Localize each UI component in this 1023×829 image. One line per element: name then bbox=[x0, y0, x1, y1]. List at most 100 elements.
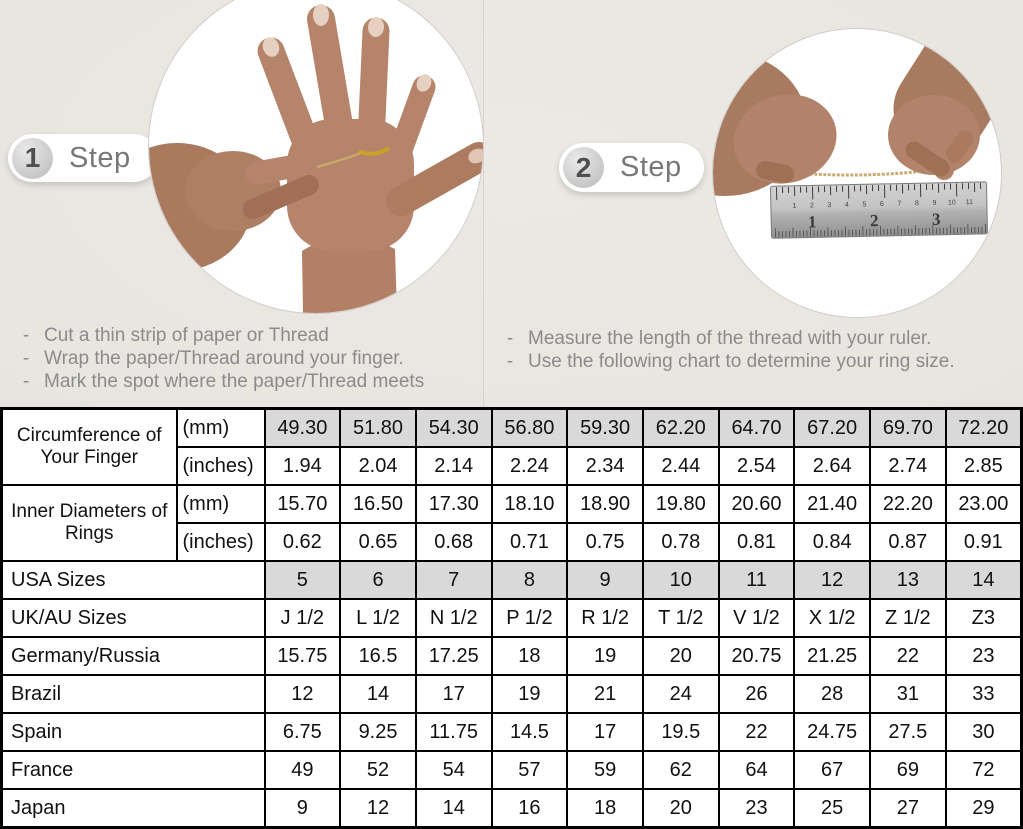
step1-label: Step bbox=[69, 141, 131, 174]
size-value-cell: 9 bbox=[263, 788, 342, 829]
ruler-ticks: 1 2 3 4 5 6 7 8 9 10 11 bbox=[774, 182, 986, 238]
size-value-cell: 14 bbox=[944, 560, 1023, 600]
size-value-cell: 62 bbox=[641, 750, 720, 790]
table-row: Brazil 12 14 17 19 21 24 26 28 31 33 bbox=[0, 674, 1023, 714]
table-row: Circumference of Your Finger (mm) 49.30 51.… bbox=[0, 407, 1023, 486]
row-unit-label: (mm) bbox=[175, 407, 266, 448]
size-value-cell: 2.54 bbox=[717, 446, 796, 486]
size-value-cell: 18.90 bbox=[566, 484, 644, 524]
row-label: France bbox=[0, 750, 266, 790]
size-value-cell: 27 bbox=[869, 788, 947, 829]
ruler-minor-number: 1 bbox=[792, 203, 796, 210]
size-value-cell: 15.75 bbox=[263, 636, 342, 676]
size-value-cell: 59.30 bbox=[566, 407, 644, 448]
size-value-cell: 67 bbox=[793, 750, 871, 790]
size-value-cell: 11.75 bbox=[414, 712, 493, 752]
size-value-cell: 64 bbox=[717, 750, 796, 790]
ruler-minor-number: 6 bbox=[880, 201, 884, 208]
row-label: UK/AU Sizes bbox=[0, 598, 266, 638]
size-value-cell: 23.00 bbox=[944, 484, 1023, 524]
size-value-cell: Z 1/2 bbox=[869, 598, 947, 638]
size-value-cell: J 1/2 bbox=[263, 598, 342, 638]
size-value-cell: 12 bbox=[793, 560, 871, 600]
size-value-cell: 12 bbox=[339, 788, 417, 829]
step1-number: 1 bbox=[12, 137, 53, 179]
step2-number: 2 bbox=[563, 147, 604, 188]
row-label: USA Sizes bbox=[0, 560, 266, 600]
ruler-minor-number: 2 bbox=[810, 202, 814, 209]
size-value-cell: 2.74 bbox=[869, 446, 947, 486]
size-value-cell: 0.81 bbox=[717, 522, 796, 562]
instruction-line: - Wrap the paper/Thread around your fing… bbox=[20, 347, 424, 370]
ruler-minor-number: 3 bbox=[827, 202, 831, 209]
size-value-cell: 14 bbox=[414, 788, 493, 829]
step1-instructions: - Cut a thin strip of paper or Thread - … bbox=[20, 324, 424, 393]
size-value-cell: 0.68 bbox=[414, 522, 493, 562]
size-value-cell: 62.20 bbox=[641, 407, 720, 448]
size-value-cell: L 1/2 bbox=[339, 598, 417, 638]
size-value-cell: 21 bbox=[566, 674, 644, 714]
row-label: Germany/Russia bbox=[0, 636, 266, 676]
table-row: Spain 6.75 9.25 11.75 14.5 17 19.5 22 24.75 27.5 3… bbox=[0, 712, 1023, 752]
size-value-cell: 2.64 bbox=[793, 446, 871, 486]
size-value-cell: 1.94 bbox=[263, 446, 342, 486]
step2-instructions: - Measure the length of the thread with … bbox=[504, 327, 955, 373]
size-value-cell: 22 bbox=[717, 712, 796, 752]
ruler-minor-number: 10 bbox=[948, 199, 956, 206]
table-row: Inner Diameters of Rings (mm) 15.70 16.50 17… bbox=[0, 484, 1023, 562]
instruction-text: Use the following chart to determine you… bbox=[528, 351, 955, 372]
size-value-cell: 23 bbox=[944, 636, 1023, 676]
size-value-cell: 19 bbox=[490, 674, 569, 714]
size-value-cell: 72.20 bbox=[944, 407, 1023, 448]
size-value-cell: 29 bbox=[944, 788, 1023, 829]
size-value-cell: X 1/2 bbox=[793, 598, 871, 638]
table-row: France 49 52 54 57 59 62 64 67 69 72 bbox=[0, 750, 1023, 790]
size-value-cell: 11 bbox=[717, 560, 796, 600]
size-value-cell: 14 bbox=[339, 674, 417, 714]
size-value-cell: V 1/2 bbox=[717, 598, 796, 638]
size-value-cell: 20 bbox=[641, 636, 720, 676]
size-value-cell: 57 bbox=[490, 750, 569, 790]
ruler-minor-number: 5 bbox=[862, 201, 866, 208]
size-value-cell: 54 bbox=[414, 750, 493, 790]
size-value-cell: 23 bbox=[717, 788, 796, 829]
size-value-cell: 19.5 bbox=[641, 712, 720, 752]
instruction-text: Wrap the paper/Thread around your finger… bbox=[44, 348, 404, 369]
size-value-cell: 49.30 bbox=[263, 407, 342, 448]
bullet-dash: - bbox=[22, 371, 30, 392]
size-value-cell: 6 bbox=[339, 560, 417, 600]
size-value-cell: 22 bbox=[869, 636, 947, 676]
size-value-cell: 9.25 bbox=[339, 712, 417, 752]
hand-illustration bbox=[149, 4, 483, 313]
size-value-cell: 18 bbox=[566, 788, 644, 829]
size-value-cell: 10 bbox=[641, 560, 720, 600]
table-row: USA Sizes 5 6 7 8 9 10 11 12 13 14 bbox=[0, 560, 1023, 600]
step1-badge: 1 Step bbox=[8, 134, 158, 182]
size-value-cell: 51.80 bbox=[339, 407, 417, 448]
row-group-label: Inner Diameters of Rings bbox=[0, 484, 178, 562]
table-row: (inches) 1.94 2.04 2.14 2.24 2.34 2.44 2.54 2.64… bbox=[2, 446, 1023, 486]
size-value-cell: 67.20 bbox=[793, 407, 871, 448]
bullet-dash: - bbox=[22, 348, 30, 369]
table-row: (inches) 0.62 0.65 0.68 0.71 0.75 0.78 0.81 0.84… bbox=[2, 522, 1023, 562]
size-value-cell: 20 bbox=[641, 788, 720, 829]
step2-photo-measuring-with-ruler: 1 2 3 4 5 6 7 8 9 10 11 1 2 3 bbox=[712, 28, 1002, 318]
size-value-cell: 19.80 bbox=[641, 484, 720, 524]
row-label: Spain bbox=[0, 712, 266, 752]
size-value-cell: 12 bbox=[263, 674, 342, 714]
size-value-cell: 14.5 bbox=[490, 712, 569, 752]
size-value-cell: T 1/2 bbox=[641, 598, 720, 638]
row-unit-label: (inches) bbox=[175, 522, 266, 562]
size-value-cell: 5 bbox=[263, 560, 342, 600]
size-value-cell: 9 bbox=[566, 560, 644, 600]
size-value-cell: 0.62 bbox=[263, 522, 342, 562]
ruler-number: 2 bbox=[870, 211, 879, 230]
size-value-cell: 18 bbox=[490, 636, 569, 676]
size-value-cell: 7 bbox=[414, 560, 493, 600]
row-label: Japan bbox=[0, 788, 266, 829]
size-value-cell: 8 bbox=[490, 560, 569, 600]
size-value-cell: 16.50 bbox=[339, 484, 417, 524]
size-value-cell: 2.24 bbox=[490, 446, 569, 486]
size-value-cell: 69 bbox=[869, 750, 947, 790]
ruler-minor-number: 4 bbox=[845, 202, 849, 209]
